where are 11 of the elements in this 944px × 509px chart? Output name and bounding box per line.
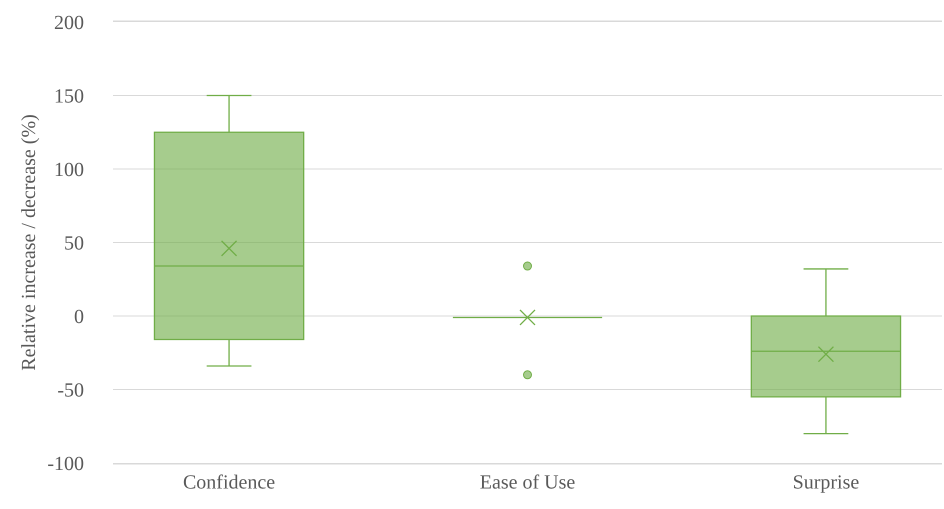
y-tick-label: -100 xyxy=(47,453,84,475)
y-tick-label: 0 xyxy=(74,306,84,328)
y-axis-title: Relative increase / decrease (%) xyxy=(18,114,40,371)
y-tick-label: -50 xyxy=(57,380,84,402)
x-tick-label: Confidence xyxy=(182,471,276,494)
y-tick-label: 150 xyxy=(54,86,84,108)
x-tick-label: Ease of Use xyxy=(480,471,576,494)
x-tick-label: Surprise xyxy=(792,471,860,494)
y-tick-label: 100 xyxy=(54,159,84,181)
y-tick-label: 200 xyxy=(54,12,84,34)
y-tick-label: 50 xyxy=(64,232,84,254)
